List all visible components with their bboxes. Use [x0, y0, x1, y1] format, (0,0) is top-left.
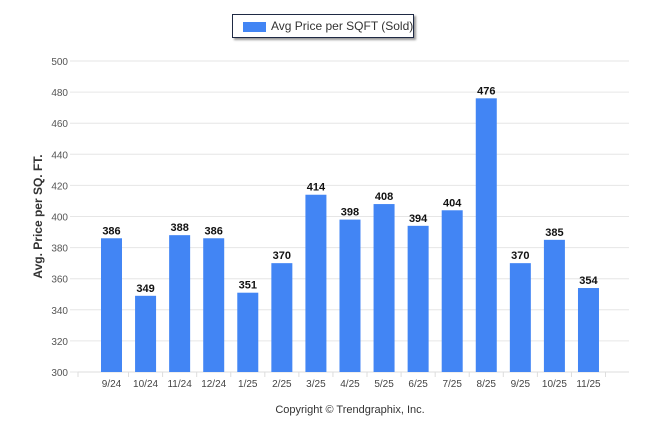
data-label: 370: [511, 250, 529, 262]
legend: Avg Price per SQFT (Sold): [232, 14, 414, 38]
x-tick-label: 11/24: [167, 379, 192, 390]
bar: [101, 238, 122, 372]
data-label: 385: [545, 227, 563, 239]
bar: [509, 263, 531, 372]
bar: [543, 239, 565, 372]
data-label: 414: [307, 182, 326, 194]
bar: [237, 292, 259, 372]
y-tick-label: 500: [51, 57, 68, 68]
data-label: 388: [170, 222, 188, 234]
bar: [305, 194, 327, 372]
y-tick-label: 400: [51, 213, 68, 224]
legend-label: Avg Price per SQFT (Sold): [271, 19, 414, 33]
bar: [373, 204, 395, 372]
x-tick-label: 7/25: [442, 379, 462, 390]
bar: [407, 225, 429, 372]
bar: [339, 219, 361, 372]
data-label: 354: [579, 275, 598, 287]
x-tick-label: 10/24: [133, 379, 158, 390]
bar: [441, 210, 463, 372]
x-tick-label: 1/25: [238, 379, 258, 390]
y-tick-label: 340: [51, 306, 68, 317]
x-tick-label: 5/25: [374, 379, 394, 390]
x-tick-label: 9/25: [511, 379, 531, 390]
x-tick-label: 12/24: [201, 379, 226, 390]
y-tick-label: 440: [51, 150, 68, 161]
bar: [271, 263, 293, 372]
y-tick-label: 460: [51, 119, 68, 130]
x-tick-label: 11/25: [576, 379, 601, 390]
data-label: 386: [205, 225, 223, 237]
x-tick-label: 3/25: [306, 379, 326, 390]
y-tick-label: 420: [51, 181, 68, 192]
legend-swatch: [243, 22, 266, 32]
bar: [169, 235, 191, 372]
y-tick-label: 320: [51, 337, 68, 348]
data-label: 386: [102, 225, 120, 237]
y-tick-label: 360: [51, 275, 68, 286]
y-tick-label: 300: [51, 368, 68, 379]
data-label: 370: [273, 250, 291, 262]
y-tick-label: 380: [51, 244, 68, 255]
x-tick-label: 10/25: [542, 379, 567, 390]
copyright-footer: Copyright © Trendgraphix, Inc.: [275, 404, 424, 416]
x-tick-label: 2/25: [272, 379, 292, 390]
data-label: 476: [477, 85, 495, 97]
bar: [203, 238, 225, 372]
data-label: 404: [443, 197, 462, 209]
data-label: 351: [239, 280, 257, 292]
data-label: 394: [409, 213, 428, 225]
bar: [475, 98, 497, 372]
data-label: 349: [136, 283, 154, 295]
x-tick-label: 4/25: [340, 379, 360, 390]
x-tick-label: 6/25: [408, 379, 428, 390]
bar: [577, 288, 599, 372]
data-label: 398: [341, 207, 359, 219]
x-tick-label: 9/24: [102, 379, 122, 390]
bar: [135, 295, 157, 372]
y-tick-label: 480: [51, 88, 68, 99]
data-label: 408: [375, 191, 393, 203]
y-axis-title: Avg. Price per SQ. FT.: [31, 154, 45, 278]
x-tick-label: 8/25: [477, 379, 497, 390]
